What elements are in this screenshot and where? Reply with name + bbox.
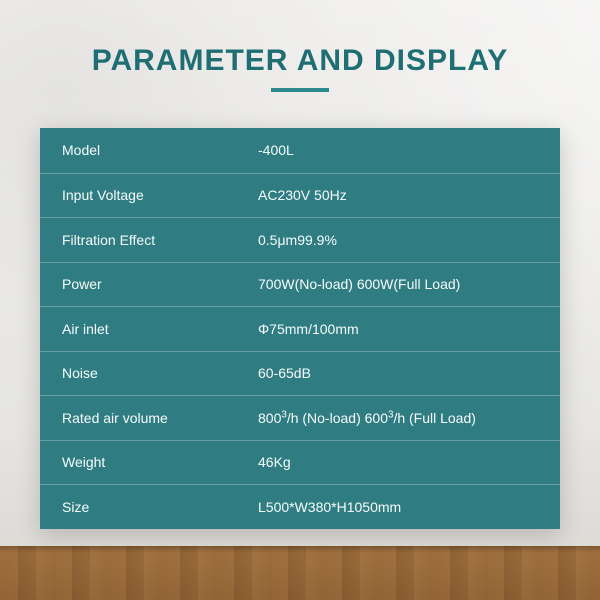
heading-container: PARAMETER AND DISPLAY <box>0 44 600 92</box>
spec-value: L500*W380*H1050mm <box>258 499 560 515</box>
spec-table: Model-400LInput VoltageAC230V 50HzFiltra… <box>40 128 560 529</box>
table-row: Filtration Effect0.5μm99.9% <box>40 217 560 262</box>
page-title: PARAMETER AND DISPLAY <box>92 44 509 78</box>
spec-label: Size <box>40 499 258 515</box>
table-row: Input VoltageAC230V 50Hz <box>40 173 560 218</box>
table-row: SizeL500*W380*H1050mm <box>40 484 560 529</box>
spec-value: 8003/h (No-load) 6003/h (Full Load) <box>258 410 560 426</box>
spec-label: Model <box>40 142 258 158</box>
spec-label: Rated air volume <box>40 410 258 426</box>
spec-label: Power <box>40 276 258 292</box>
spec-label: Weight <box>40 454 258 470</box>
spec-value: AC230V 50Hz <box>258 187 560 203</box>
spec-value: Φ75mm/100mm <box>258 321 560 337</box>
spec-label: Noise <box>40 365 258 381</box>
spec-label: Input Voltage <box>40 187 258 203</box>
spec-value: 700W(No-load) 600W(Full Load) <box>258 276 560 292</box>
floor-strip <box>0 546 600 600</box>
title-underline <box>271 88 329 92</box>
table-row: Rated air volume8003/h (No-load) 6003/h … <box>40 395 560 440</box>
table-row: Noise60-65dB <box>40 351 560 396</box>
table-row: Weight46Kg <box>40 440 560 485</box>
spec-value: 60-65dB <box>258 365 560 381</box>
table-row: Air inletΦ75mm/100mm <box>40 306 560 351</box>
spec-label: Filtration Effect <box>40 232 258 248</box>
spec-value: 0.5μm99.9% <box>258 232 560 248</box>
spec-value: -400L <box>258 142 560 158</box>
spec-value: 46Kg <box>258 454 560 470</box>
table-row: Model-400L <box>40 128 560 173</box>
table-row: Power700W(No-load) 600W(Full Load) <box>40 262 560 307</box>
spec-label: Air inlet <box>40 321 258 337</box>
